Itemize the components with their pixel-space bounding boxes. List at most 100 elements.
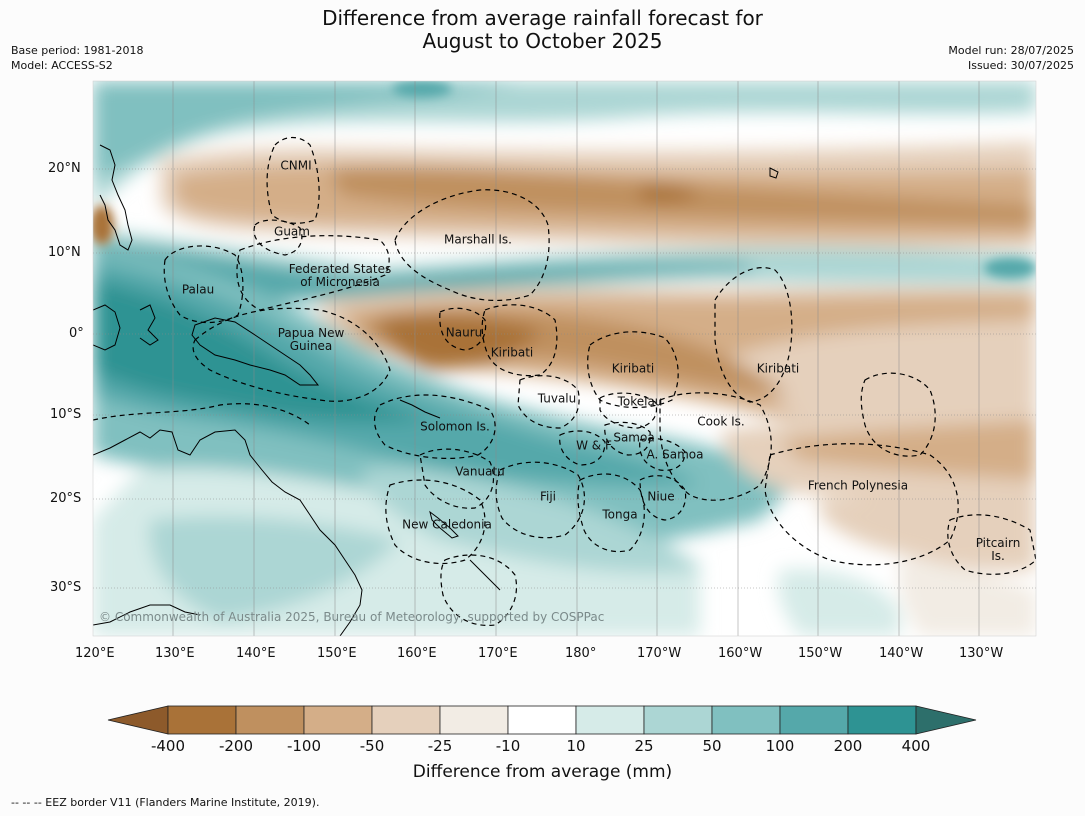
label-niue: Niue [647, 489, 675, 504]
lat-tick-10n: 10°N [48, 245, 81, 260]
eez-cnmi [266, 136, 320, 224]
label-png-line2: Guinea [289, 339, 333, 353]
lon-tick-160e: 160°E [397, 646, 437, 661]
issued-date: Issued: 30/07/2025 [967, 59, 1074, 72]
lon-tick-160w: 160°W [718, 646, 763, 661]
eez-vanuatu [419, 448, 495, 509]
label-pitcairn-line1: Pitcairn [975, 536, 1021, 550]
lon-tick-120e: 120°E [75, 646, 115, 661]
eez-kiribati-c [587, 331, 679, 409]
solomon-coast [399, 399, 441, 419]
eez-samoa [604, 421, 651, 456]
eez-footnote: -- -- -- EEZ border V11 (Flanders Marine… [11, 796, 320, 809]
colorbar-tick-label: 200 [833, 737, 863, 755]
lon-tick-170w: 170°W [637, 646, 682, 661]
colorbar-tick-label: -50 [359, 737, 385, 755]
colorbar-tick-label: 50 [702, 737, 722, 755]
eez-asamoa [639, 437, 686, 471]
label-png: Papua New Guinea [278, 327, 345, 353]
new-caledonia-coast [429, 510, 459, 539]
lat-tick-30s: 30°S [50, 580, 82, 595]
label-marshall: Marshall Is. [444, 232, 512, 247]
colorbar [107, 705, 977, 735]
borneo-coast [93, 304, 121, 351]
sulawesi-coast [139, 304, 159, 346]
colorbar-tick-label: 100 [765, 737, 795, 755]
label-tonga: Tonga [602, 507, 638, 522]
eez-marshall [394, 189, 550, 302]
label-pitcairn: Pitcairn Is. [976, 537, 1021, 563]
label-vanuatu: Vanuatu [455, 464, 505, 479]
colorbar-tick-label: -25 [427, 737, 453, 755]
colorbar-swatch [711, 705, 781, 735]
label-solomon: Solomon Is. [420, 419, 490, 434]
colorbar-tick-label: -200 [218, 737, 254, 755]
label-guam: Guam [274, 224, 310, 239]
meta-right: Model run: 28/07/2025 Issued: 30/07/2025 [948, 43, 1074, 73]
colorbar-extend-high [915, 705, 977, 735]
lat-tick-20s: 20°S [50, 491, 82, 506]
lat-tick-20n: 20°N [48, 161, 81, 176]
colorbar-swatch [575, 705, 645, 735]
title-line-1: Difference from average rainfall forecas… [322, 6, 763, 30]
copyright-notice: © Commonwealth of Australia 2025, Bureau… [99, 610, 605, 624]
model-run: Model run: 28/07/2025 [948, 44, 1074, 57]
colorbar-tick-label: -100 [286, 737, 322, 755]
eez-palau [163, 245, 244, 324]
lon-tick-140w: 140°W [879, 646, 924, 661]
eez-nauru [439, 307, 487, 351]
label-cnmi: CNMI [280, 158, 312, 173]
south-australia-coast [93, 604, 201, 626]
label-fsm-line1: Federated States [288, 262, 392, 276]
lon-tick-140e: 140°E [236, 646, 276, 661]
lon-tick-150w: 150°W [798, 646, 843, 661]
lon-tick-130e: 130°E [155, 646, 195, 661]
new-guinea-coast [191, 317, 320, 386]
lon-tick-180: 180° [565, 646, 597, 661]
colorbar-tick-label: -10 [495, 737, 521, 755]
model-name: Model: ACCESS-S2 [11, 59, 113, 72]
colorbar-swatch [779, 705, 849, 735]
rainfall-field [93, 81, 1036, 636]
colorbar-extend-low [107, 705, 169, 735]
colorbar-swatch [507, 705, 577, 735]
eez-fiji [495, 461, 586, 539]
eez-kiribati-e [714, 267, 793, 403]
eez-borders [93, 136, 1036, 627]
base-period: Base period: 1981-2018 [11, 44, 144, 57]
label-samoa: Samoa [613, 430, 655, 445]
colorbar-tick-label: 400 [901, 737, 931, 755]
colorbar-tick-label: 25 [634, 737, 654, 755]
lat-tick-10s: 10°S [50, 407, 82, 422]
lat-tick-0: 0° [69, 326, 84, 341]
label-kiribati-east: Kiribati [756, 361, 800, 376]
colorbar-swatch [847, 705, 917, 735]
colorbar-swatch [167, 705, 237, 735]
eez-pitcairn [947, 514, 1036, 575]
label-pitcairn-line2: Is. [991, 549, 1005, 563]
eez-frpoly-north [860, 372, 936, 457]
eez-png [192, 307, 391, 402]
philippines-coast [99, 144, 133, 251]
label-tokelau: Tokelau [617, 394, 663, 409]
label-kiribati-west: Kiribati [490, 345, 534, 360]
label-png-line1: Papua New [277, 326, 345, 340]
hawaii-coast [769, 167, 779, 179]
eez-newcal [385, 479, 486, 565]
eez-solomon [374, 394, 496, 459]
coastlines [93, 144, 779, 636]
label-wf: W & F [576, 438, 612, 453]
lon-tick-130w: 130°W [959, 646, 1004, 661]
colorbar-swatch [643, 705, 713, 735]
colorbar-tick-label: 10 [566, 737, 586, 755]
eez-nz-north [440, 554, 517, 627]
nz-coast [469, 559, 501, 591]
label-kiribati-central: Kiribati [611, 361, 655, 376]
label-fsm-line2: of Micronesia [300, 275, 380, 289]
eez-fsm [236, 235, 390, 311]
eez-cook [659, 392, 772, 501]
eez-tuvalu [517, 375, 580, 429]
label-fsm: Federated States of Micronesia [289, 263, 391, 289]
colorbar-swatch [439, 705, 509, 735]
